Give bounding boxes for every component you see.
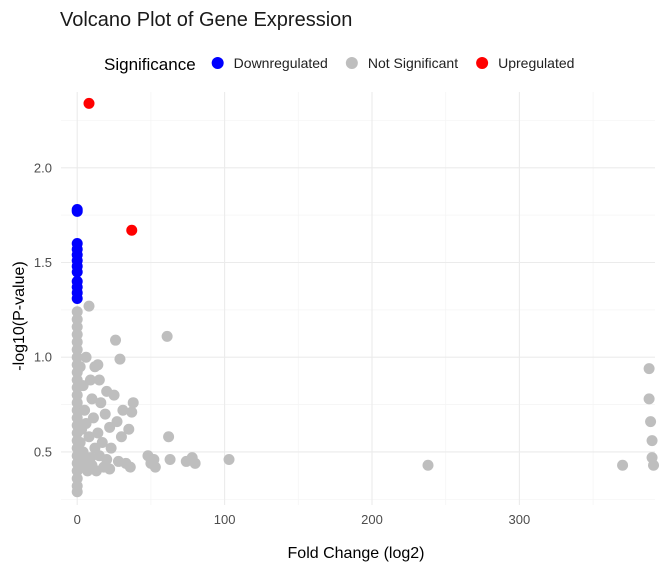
x-tick-label: 100 [214, 512, 236, 527]
point-not-significant [643, 363, 655, 375]
point-not-significant [648, 459, 660, 471]
data-points [71, 97, 660, 498]
point-not-significant [163, 431, 175, 443]
point-not-significant [86, 393, 98, 405]
point-downregulated [71, 205, 83, 217]
point-not-significant [617, 459, 629, 471]
y-tick-label: 1.5 [34, 255, 52, 270]
point-not-significant [74, 361, 86, 373]
point-not-significant [71, 321, 83, 333]
point-not-significant [108, 389, 120, 401]
point-not-significant [80, 351, 92, 363]
x-axis-ticks: 0 100 200 300 [74, 512, 531, 527]
point-not-significant [114, 353, 126, 365]
point-not-significant [79, 404, 91, 416]
point-not-significant [117, 404, 129, 416]
point-not-significant [126, 406, 138, 418]
point-not-significant [71, 389, 83, 401]
point-not-significant [84, 374, 96, 386]
point-not-significant [111, 416, 123, 428]
grid [61, 92, 655, 505]
point-not-significant [71, 412, 83, 424]
point-not-significant [223, 454, 235, 466]
point-not-significant [149, 461, 161, 473]
point-not-significant [92, 427, 104, 439]
point-not-significant [71, 344, 83, 356]
legend-key-upregulated [476, 57, 489, 69]
point-not-significant [96, 436, 108, 448]
point-not-significant [105, 442, 117, 454]
point-not-significant [110, 334, 122, 346]
point-not-significant [104, 463, 116, 475]
point-not-significant [92, 359, 104, 371]
point-not-significant [71, 397, 83, 409]
point-not-significant [115, 431, 127, 443]
point-not-significant [71, 306, 83, 318]
point-not-significant [99, 408, 111, 420]
point-downregulated [71, 293, 83, 304]
legend-title: Significance [104, 55, 196, 74]
point-not-significant [123, 423, 135, 435]
point-upregulated [126, 224, 138, 236]
x-tick-label: 0 [74, 512, 81, 527]
legend: Significance Downregulated Not Significan… [104, 55, 574, 74]
point-not-significant [127, 397, 139, 409]
y-tick-label: 0.5 [34, 444, 52, 459]
point-not-significant [161, 330, 173, 342]
y-axis-label: -log10(P-value) [11, 261, 28, 370]
point-upregulated [83, 97, 95, 109]
y-axis-ticks: 0.5 1.0 1.5 2.0 [34, 160, 52, 459]
point-downregulated [71, 266, 83, 278]
point-not-significant [643, 393, 655, 405]
legend-label-downregulated: Downregulated [234, 55, 328, 71]
x-axis-label: Fold Change (log2) [288, 545, 425, 562]
point-not-significant [83, 300, 95, 312]
y-tick-label: 2.0 [34, 160, 52, 175]
point-not-significant [422, 459, 434, 471]
point-not-significant [71, 328, 83, 340]
point-not-significant [95, 397, 107, 409]
legend-key-downregulated [211, 57, 224, 69]
point-not-significant [87, 412, 99, 424]
point-not-significant [83, 431, 95, 443]
x-tick-label: 200 [361, 512, 383, 527]
y-tick-label: 1.0 [34, 350, 52, 365]
point-not-significant [71, 486, 83, 498]
point-not-significant [71, 351, 83, 363]
point-not-significant [71, 336, 83, 348]
point-not-significant [71, 472, 83, 484]
legend-label-upregulated: Upregulated [498, 55, 574, 71]
point-not-significant [646, 435, 658, 447]
point-not-significant [164, 454, 176, 466]
point-not-significant [74, 436, 86, 448]
point-not-significant [101, 454, 113, 466]
chart-title: Volcano Plot of Gene Expression [60, 9, 352, 31]
point-not-significant [124, 461, 136, 473]
point-not-significant [93, 374, 105, 386]
legend-key-not-significant [345, 57, 358, 69]
point-not-significant [189, 457, 201, 469]
legend-label-not-significant: Not Significant [368, 55, 458, 71]
point-not-significant [645, 416, 657, 428]
x-tick-label: 300 [509, 512, 531, 527]
point-not-significant [71, 313, 83, 325]
